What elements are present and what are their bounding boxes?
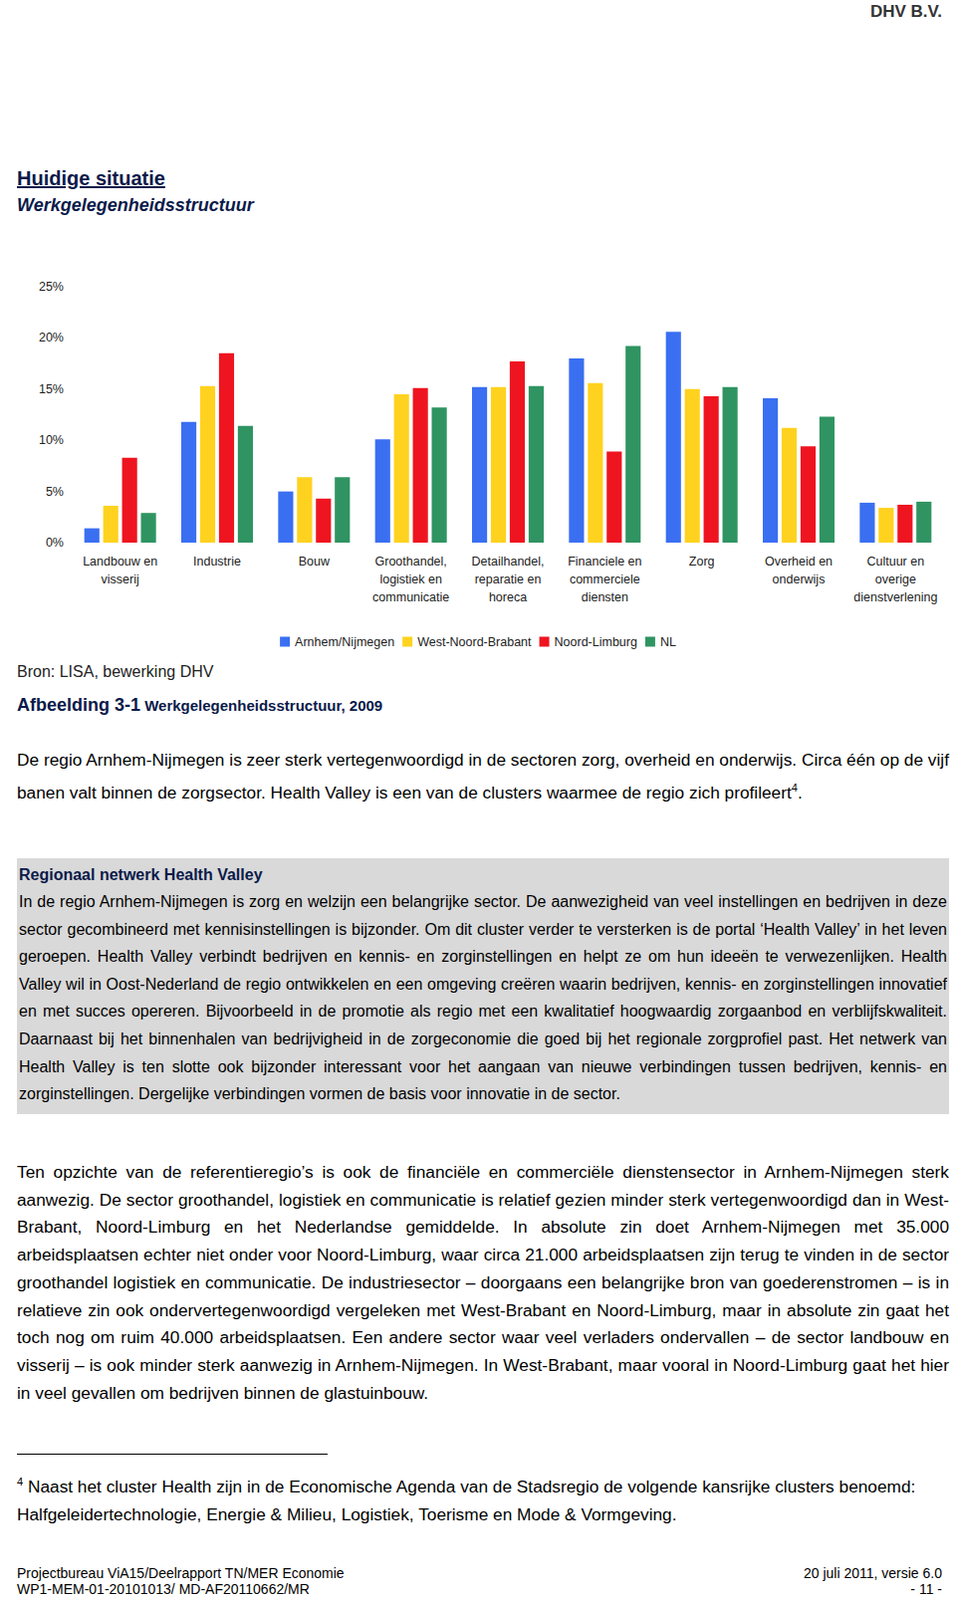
svg-text:reparatie en: reparatie en xyxy=(475,572,542,587)
html-text:- 11 -: - 11 - xyxy=(910,1581,943,1598)
html-text:Bron: LISA, bewerking DHV: Bron: LISA, bewerking DHV xyxy=(16,663,214,681)
svg-text:dienstverlening: dienstverlening xyxy=(853,590,938,605)
svg-text:25%: 25% xyxy=(38,279,64,294)
svg-text:NL: NL xyxy=(660,635,677,650)
html-text:4Naast het cluster Health zijn: 4Naast het cluster Health zijn in de Eco… xyxy=(16,1475,916,1525)
html-text:Afbeelding 3-1 Werkgelegenheid: Afbeelding 3-1 Werkgelegenheidsstructuur… xyxy=(16,695,383,716)
svg-text:Cultuur en: Cultuur en xyxy=(866,554,925,569)
svg-text:communicatie: communicatie xyxy=(372,590,450,605)
html-text:De regio Arnhem-Nijmegen is ze: De regio Arnhem-Nijmegen is zeer sterk v… xyxy=(16,749,950,803)
svg-text:Bouw: Bouw xyxy=(298,554,331,569)
svg-text:10%: 10% xyxy=(38,433,64,448)
svg-text:0%: 0% xyxy=(45,535,64,550)
html-text:Regionaal netwerk Health Valle: Regionaal netwerk Health Valley xyxy=(18,866,263,884)
svg-text:Industrie: Industrie xyxy=(193,554,241,569)
svg-text:20%: 20% xyxy=(38,330,64,345)
svg-text:Arnhem/Nijmegen: Arnhem/Nijmegen xyxy=(294,635,395,650)
svg-text:overige: overige xyxy=(875,572,917,587)
svg-text:onderwijs: onderwijs xyxy=(772,572,826,587)
svg-text:Noord-Limburg: Noord-Limburg xyxy=(554,635,638,650)
svg-text:diensten: diensten xyxy=(581,590,629,605)
svg-text:horeca: horeca xyxy=(488,590,527,605)
svg-text:Landbouw en: Landbouw en xyxy=(82,554,158,569)
svg-text:visserij: visserij xyxy=(101,572,140,587)
svg-text:West-Noord-Brabant: West-Noord-Brabant xyxy=(417,635,532,650)
svg-text:Groothandel,: Groothandel, xyxy=(375,554,448,569)
svg-text:Detailhandel,: Detailhandel, xyxy=(472,554,545,569)
html-text:Werkgelegenheidsstructuur: Werkgelegenheidsstructuur xyxy=(16,195,254,216)
svg-text:Zorg: Zorg xyxy=(689,554,716,569)
html-text:In de regio Arnhem-Nijmegen is: In de regio Arnhem-Nijmegen is zorg en w… xyxy=(18,893,948,1103)
html-text:20 juli 2011, versie 6.0: 20 juli 2011, versie 6.0 xyxy=(803,1565,943,1582)
svg-text:15%: 15% xyxy=(38,382,64,397)
html-text:Projectbureau ViA15/Deelrappor: Projectbureau ViA15/Deelrapport TN/MER E… xyxy=(16,1565,345,1582)
html-text:Ten opzichte van de referentie: Ten opzichte van de referentieregio’s is… xyxy=(16,1162,950,1403)
svg-text:5%: 5% xyxy=(45,484,64,499)
svg-text:logistiek en: logistiek en xyxy=(379,572,443,587)
svg-text:commerciele: commerciele xyxy=(569,572,641,587)
svg-text:Financiele en: Financiele en xyxy=(567,554,642,569)
html-text:Huidige situatie: Huidige situatie xyxy=(16,167,166,190)
html-text:DHV B.V.: DHV B.V. xyxy=(870,1,943,21)
svg-text:Overheid en: Overheid en xyxy=(764,554,833,569)
html-text:WP1-MEM-01-20101013/ MD-AF2011: WP1-MEM-01-20101013/ MD-AF20110662/MR xyxy=(16,1581,310,1598)
